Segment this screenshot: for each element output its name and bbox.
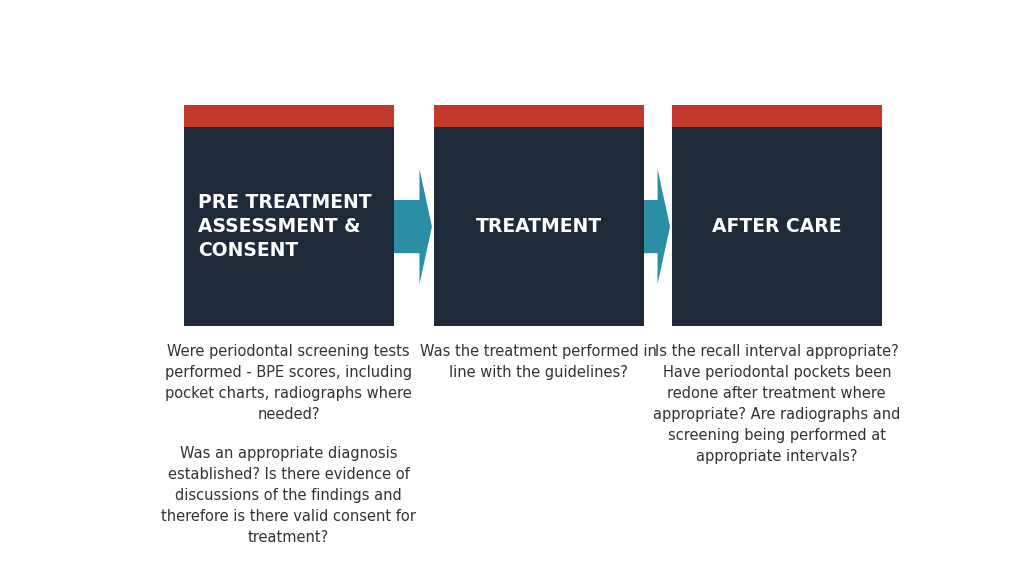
FancyBboxPatch shape xyxy=(672,127,882,327)
FancyBboxPatch shape xyxy=(183,105,394,127)
Polygon shape xyxy=(377,169,432,284)
Text: Was the treatment performed in
line with the guidelines?: Was the treatment performed in line with… xyxy=(420,344,657,380)
Text: Were periodontal screening tests
performed - BPE scores, including
pocket charts: Were periodontal screening tests perform… xyxy=(165,344,413,422)
Text: Is the recall interval appropriate?
Have periodontal pockets been
redone after t: Is the recall interval appropriate? Have… xyxy=(653,344,900,464)
Polygon shape xyxy=(614,169,670,284)
FancyBboxPatch shape xyxy=(433,127,644,327)
Text: PRE TREATMENT
ASSESSMENT &
CONSENT: PRE TREATMENT ASSESSMENT & CONSENT xyxy=(198,193,372,260)
Text: AFTER CARE: AFTER CARE xyxy=(712,217,842,236)
Text: Was an appropriate diagnosis
established? Is there evidence of
discussions of th: Was an appropriate diagnosis established… xyxy=(161,446,416,545)
Text: TREATMENT: TREATMENT xyxy=(475,217,602,236)
FancyBboxPatch shape xyxy=(183,127,394,327)
FancyBboxPatch shape xyxy=(433,105,644,127)
FancyBboxPatch shape xyxy=(672,105,882,127)
